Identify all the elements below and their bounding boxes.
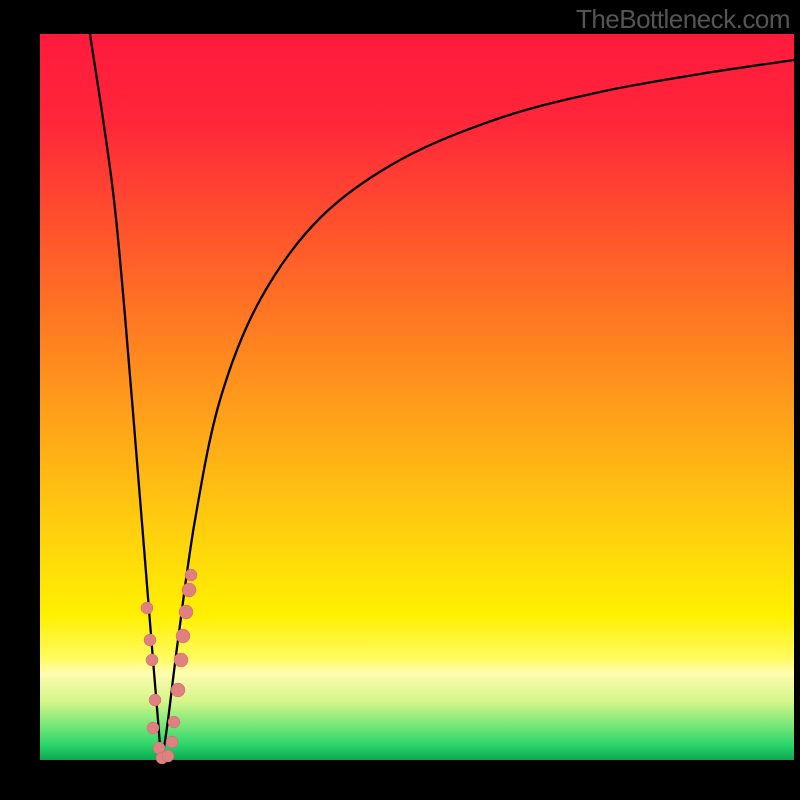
data-marker <box>166 736 178 748</box>
chart-container: TheBottleneck.com <box>0 0 800 800</box>
bottleneck-chart <box>0 0 800 800</box>
data-marker <box>149 694 161 706</box>
data-marker <box>162 750 174 762</box>
data-marker <box>168 716 180 728</box>
watermark-text: TheBottleneck.com <box>576 4 790 35</box>
data-marker <box>144 634 156 646</box>
data-marker <box>141 602 153 614</box>
data-marker <box>179 605 193 619</box>
data-marker <box>176 629 190 643</box>
data-marker <box>147 722 159 734</box>
data-marker <box>174 653 188 667</box>
data-marker <box>146 654 158 666</box>
data-marker <box>171 683 185 697</box>
data-marker <box>182 583 196 597</box>
data-marker <box>185 569 197 581</box>
